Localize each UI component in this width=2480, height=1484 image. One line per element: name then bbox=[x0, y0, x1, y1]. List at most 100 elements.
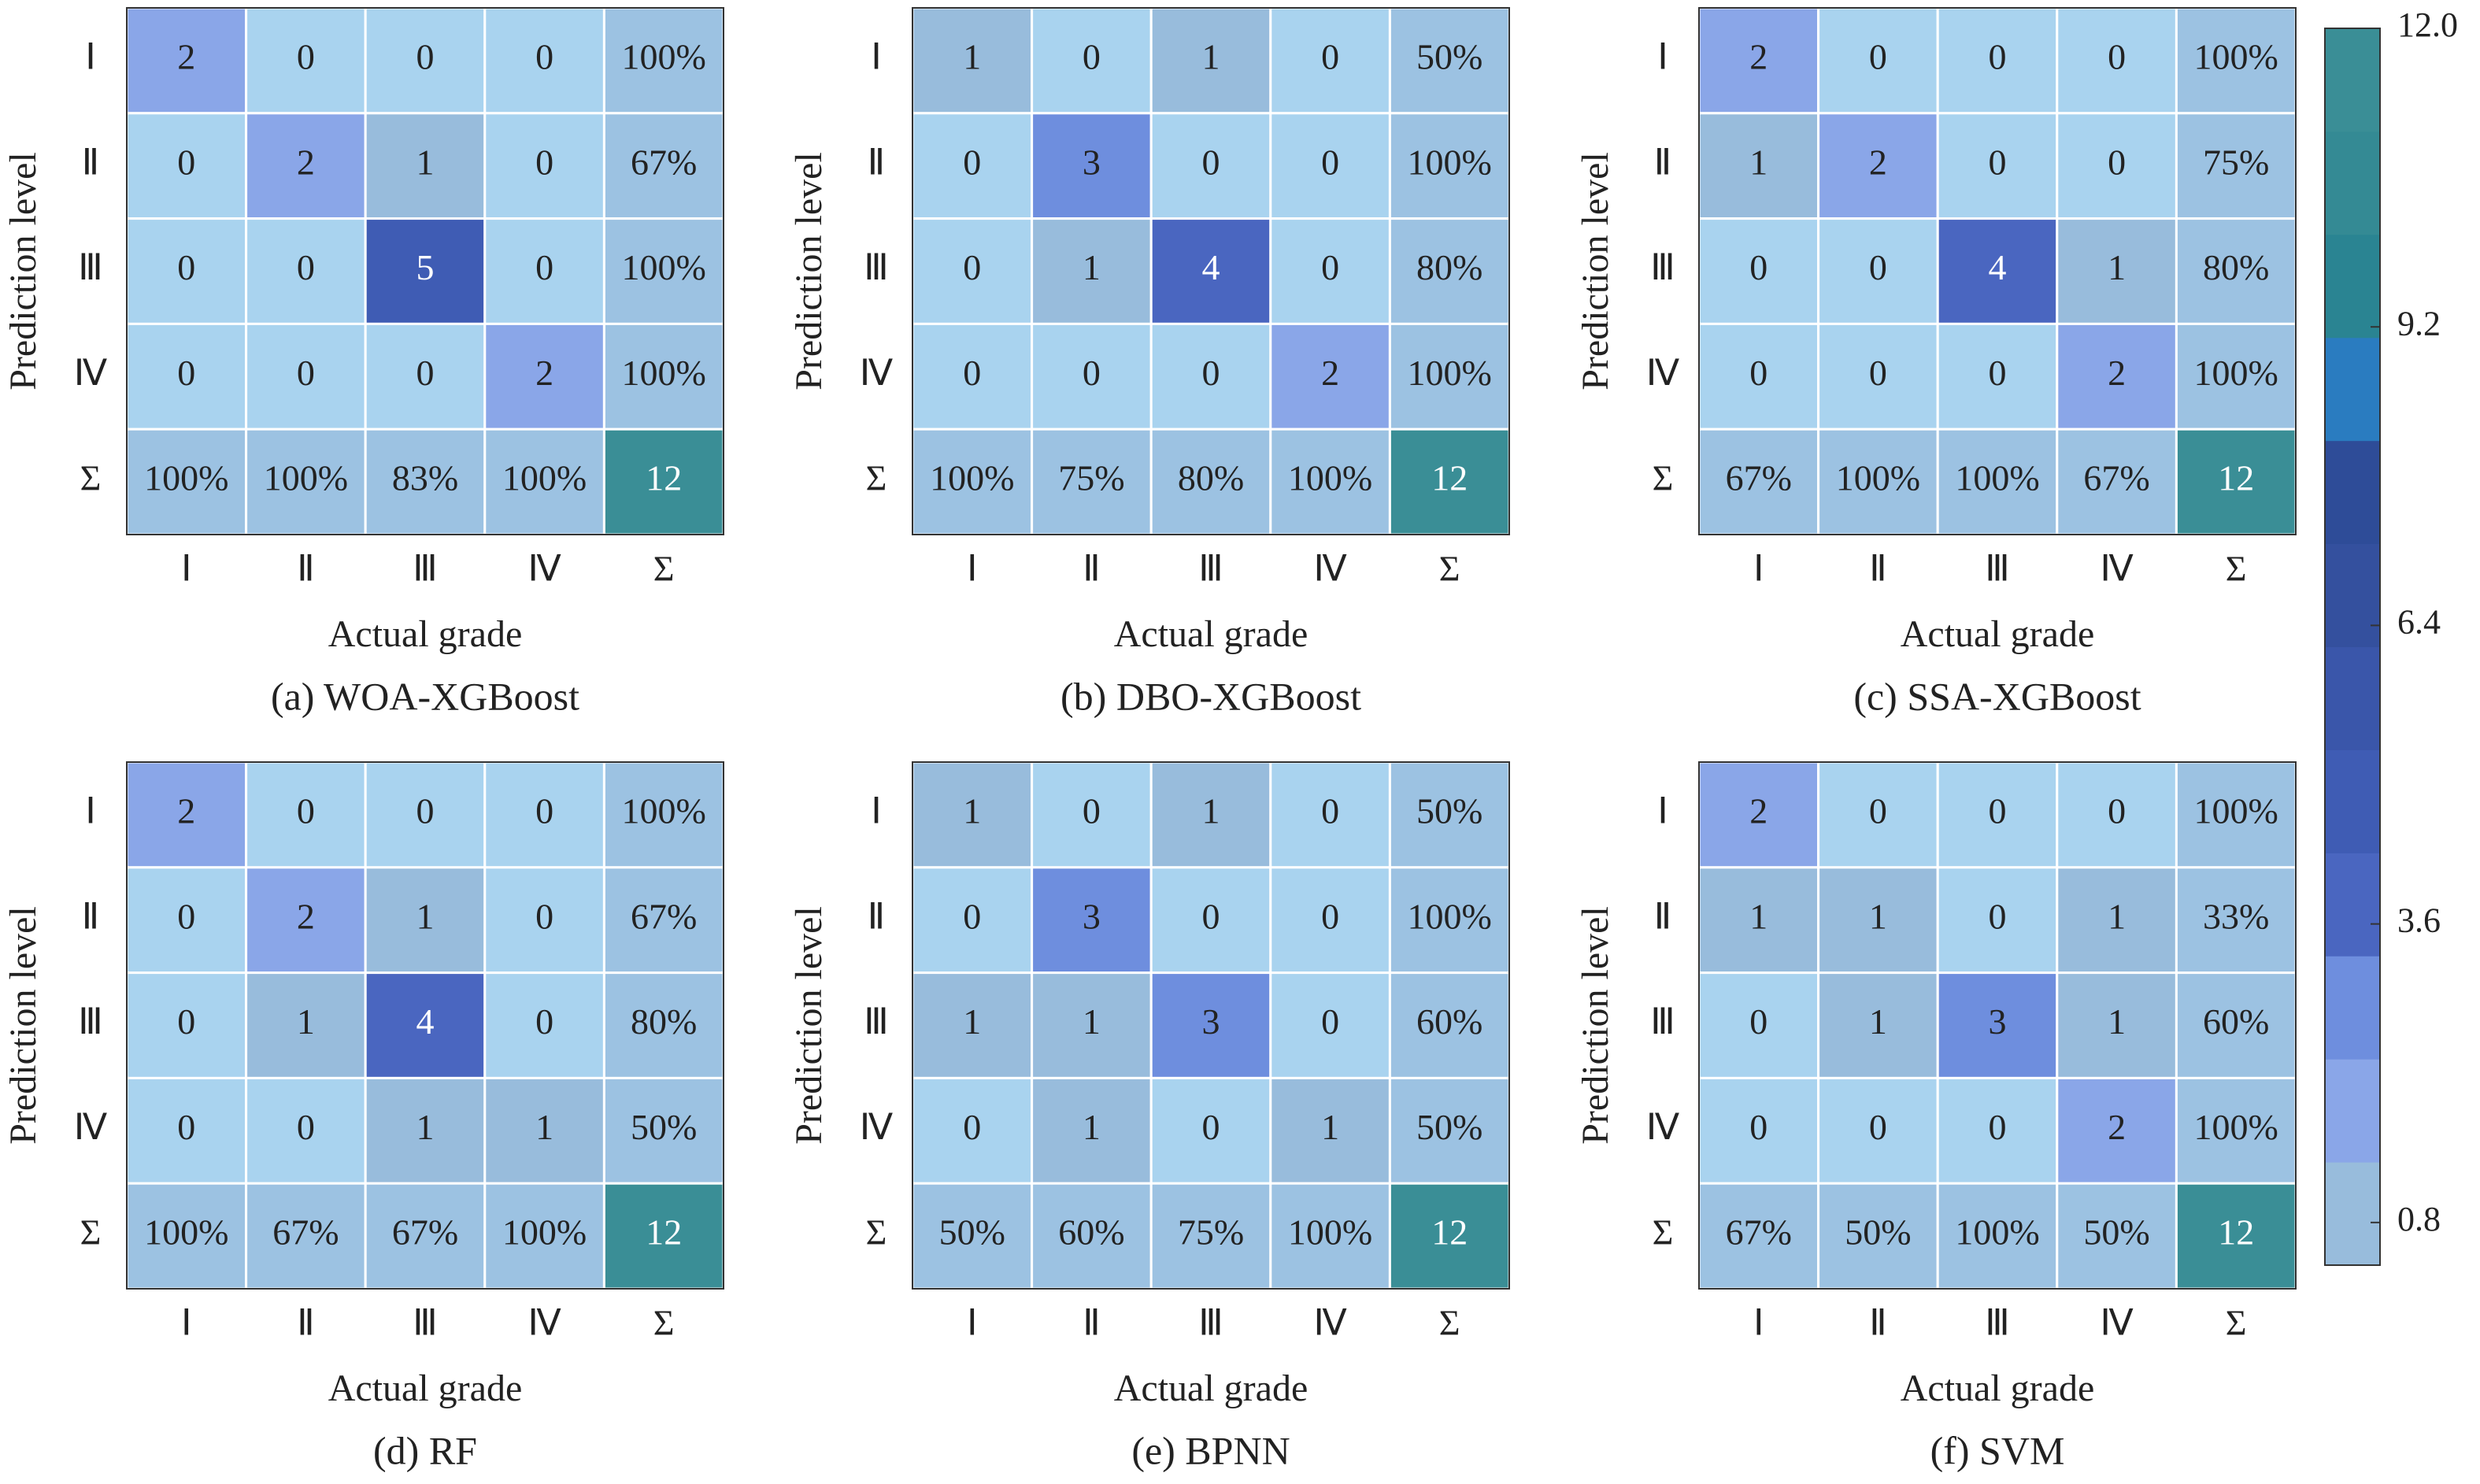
x-tick-label: Ⅳ bbox=[2100, 1303, 2134, 1343]
y-tick-label: Ⅱ bbox=[1654, 896, 1672, 936]
y-tick-label: Ⅱ bbox=[82, 142, 100, 182]
y-tick-label: Ⅳ bbox=[1646, 1107, 1680, 1147]
cell bbox=[364, 1182, 487, 1290]
cell-label: 67% bbox=[272, 1212, 339, 1253]
cell-label: 100% bbox=[622, 353, 706, 393]
cell-label: 0 bbox=[297, 790, 315, 831]
cell bbox=[1388, 6, 1511, 115]
panel-caption: (b) DBO-XGBoost bbox=[1060, 674, 1361, 718]
cell-label: 67% bbox=[631, 896, 697, 936]
y-axis-label: Prediction level bbox=[2, 906, 44, 1145]
cell bbox=[2175, 1076, 2297, 1185]
cell-label: 50% bbox=[1416, 1107, 1482, 1147]
panel-caption: (d) RF bbox=[373, 1428, 477, 1472]
plot-frame bbox=[912, 761, 1510, 1290]
x-tick-label: Ⅱ bbox=[1083, 1303, 1101, 1343]
x-axis-label: Actual grade bbox=[328, 1367, 523, 1409]
cell-label: 0 bbox=[416, 36, 435, 76]
cell-label: 67% bbox=[392, 1212, 458, 1253]
cell-label: 1 bbox=[416, 142, 435, 182]
cell-label: 4 bbox=[416, 1001, 435, 1042]
y-tick-label: Ⅳ bbox=[74, 353, 108, 393]
cell-label: 100% bbox=[502, 1212, 587, 1253]
cell bbox=[483, 322, 605, 431]
cell bbox=[1936, 112, 2059, 220]
plot-frame bbox=[126, 7, 724, 535]
y-tick-label: Ⅱ bbox=[868, 142, 886, 182]
colorbar-band bbox=[2325, 853, 2380, 957]
y-tick-label: Ⅲ bbox=[78, 1001, 103, 1042]
cell-label: 1 bbox=[1869, 1001, 1887, 1042]
x-tick-label: Ⅰ bbox=[967, 1303, 978, 1343]
cell bbox=[483, 1076, 605, 1185]
cell-label: 0 bbox=[1989, 36, 2007, 76]
y-axis-label: Prediction level bbox=[1575, 906, 1616, 1145]
cell-label: 0 bbox=[1989, 353, 2007, 393]
cell-label: 0 bbox=[1749, 353, 1767, 393]
x-tick-label: Ⅲ bbox=[1198, 1303, 1223, 1343]
y-axis-label: Prediction level bbox=[2, 152, 44, 390]
cell bbox=[1031, 971, 1153, 1079]
y-tick-label: Ⅲ bbox=[1650, 247, 1675, 287]
cell-label: 50% bbox=[939, 1212, 1005, 1253]
cell bbox=[245, 6, 367, 115]
cell-label: 100% bbox=[622, 247, 706, 287]
cell bbox=[1936, 217, 2059, 325]
cell-label: 0 bbox=[297, 353, 315, 393]
cell bbox=[2175, 112, 2297, 220]
cell-label: 80% bbox=[1416, 247, 1482, 287]
cell bbox=[245, 1182, 367, 1290]
cell bbox=[1936, 6, 2059, 115]
cell bbox=[602, 322, 725, 431]
cell bbox=[602, 1182, 725, 1290]
cell-label: 0 bbox=[1083, 36, 1101, 76]
cell-label: 0 bbox=[1321, 1001, 1339, 1042]
colorbar-band bbox=[2325, 956, 2380, 1060]
cell-label: 0 bbox=[177, 1107, 195, 1147]
cell bbox=[483, 866, 605, 975]
cell-label: 1 bbox=[2108, 896, 2126, 936]
y-axis-label: Prediction level bbox=[788, 906, 830, 1145]
cell-label: 80% bbox=[2203, 247, 2269, 287]
cell bbox=[1031, 866, 1153, 975]
cell-label: 75% bbox=[2203, 142, 2269, 182]
cell bbox=[2175, 427, 2297, 536]
colorbar-band bbox=[2325, 646, 2380, 750]
cell-label: 100% bbox=[1408, 142, 1492, 182]
cell bbox=[1817, 1076, 1939, 1185]
x-tick-label: Ⅲ bbox=[1198, 549, 1223, 589]
cell-label: 100% bbox=[1836, 458, 1920, 498]
cell bbox=[1388, 427, 1511, 536]
cell bbox=[125, 761, 248, 869]
y-axis-label: Prediction level bbox=[788, 152, 830, 390]
cell bbox=[483, 1182, 605, 1290]
cell-label: 0 bbox=[1083, 353, 1101, 393]
cell bbox=[483, 112, 605, 220]
cell bbox=[1031, 6, 1153, 115]
cell-label: 100% bbox=[1955, 458, 2039, 498]
colorbar-band bbox=[2325, 440, 2380, 545]
cell bbox=[1149, 1076, 1272, 1185]
cell-label: 100% bbox=[1288, 458, 1372, 498]
cell-label: 2 bbox=[1749, 790, 1767, 831]
cell-label: 75% bbox=[1178, 1212, 1244, 1253]
cell-label: 80% bbox=[631, 1001, 697, 1042]
cell bbox=[2056, 1076, 2178, 1185]
cell bbox=[245, 217, 367, 325]
y-tick-label: Ⅰ bbox=[1657, 36, 1668, 76]
plot-frame bbox=[1698, 7, 2297, 535]
cell bbox=[1149, 112, 1272, 220]
panel-caption: (f) SVM bbox=[1930, 1428, 2065, 1472]
cell-label: 12 bbox=[2218, 458, 2254, 498]
x-tick-label: Ⅱ bbox=[1869, 1303, 1887, 1343]
y-tick-label: Σ bbox=[1653, 1212, 1674, 1253]
colorbar-band bbox=[2325, 1162, 2380, 1266]
cell-label: 0 bbox=[177, 896, 195, 936]
cell-label: 100% bbox=[502, 458, 587, 498]
y-tick-label: Ⅰ bbox=[871, 36, 882, 76]
colorbar-tick-label: 3.6 bbox=[2397, 901, 2441, 940]
cell bbox=[1697, 427, 1820, 536]
cell-label: 0 bbox=[177, 247, 195, 287]
cell bbox=[602, 112, 725, 220]
